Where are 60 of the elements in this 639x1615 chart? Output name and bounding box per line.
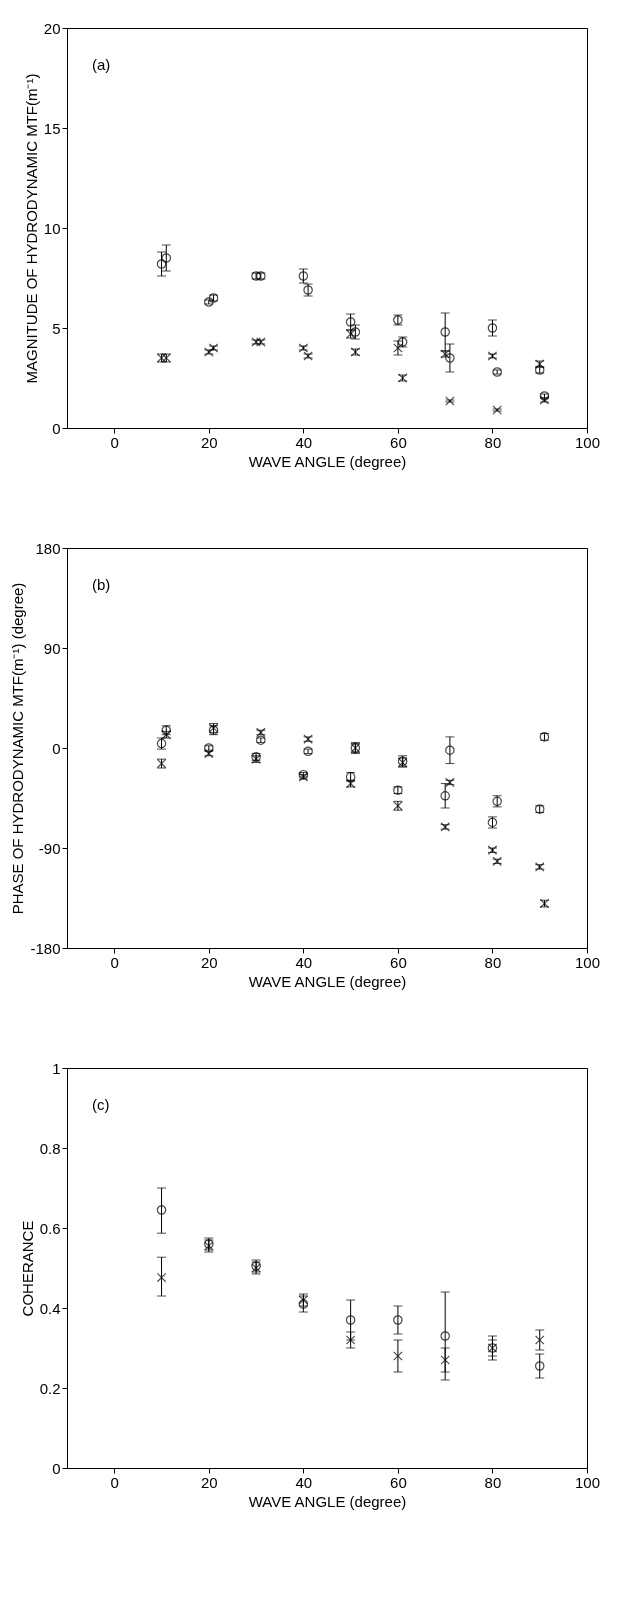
x-tick-label: 80	[484, 1473, 502, 1491]
y-axis-title: PHASE OF HYDRODYNAMIC MTF(m⁻¹) (degree)	[9, 582, 27, 915]
x-tick-label: 0	[110, 953, 119, 971]
x-tick-label: 40	[295, 1473, 313, 1491]
point	[445, 745, 455, 755]
point	[156, 1272, 167, 1283]
y-tick-label: 0.2	[39, 1379, 61, 1397]
x-tick-label: 0	[110, 433, 119, 451]
y-tick-label: 15	[43, 119, 61, 137]
annotation: (c)	[92, 1096, 110, 1113]
point	[161, 253, 172, 263]
x-tick-label: 100	[574, 1473, 601, 1491]
y-axis-title: COHERANCE	[18, 1220, 36, 1317]
x-axis-title: WAVE ANGLE (degree)	[248, 972, 407, 990]
y-tick-label: 1	[52, 1059, 61, 1077]
point	[345, 1335, 356, 1345]
x-tick-label: 100	[574, 953, 601, 971]
point	[440, 1331, 450, 1341]
point	[440, 1355, 450, 1365]
point	[298, 1299, 309, 1309]
point	[393, 1315, 403, 1325]
x-axis-title: WAVE ANGLE (degree)	[248, 1492, 407, 1510]
point	[393, 1351, 403, 1361]
annotation: (b)	[92, 576, 111, 593]
annotation: (a)	[92, 56, 111, 73]
x-tick-label: 20	[200, 433, 218, 451]
y-tick-label: 180	[35, 539, 61, 557]
y-tick-label: -90	[38, 839, 61, 857]
point	[156, 1205, 167, 1215]
y-axis-title: MAGNITUDE OF HYDRODYNAMIC MTF(m⁻¹)	[22, 73, 40, 384]
point	[345, 1315, 356, 1325]
x-tick-label: 60	[390, 953, 407, 971]
y-tick-label: 20	[43, 19, 61, 37]
y-tick-label: 0.4	[39, 1299, 61, 1317]
y-tick-label: 0.6	[39, 1219, 61, 1237]
x-tick-label: 80	[484, 953, 502, 971]
x-tick-label: 100	[574, 433, 601, 451]
point	[534, 1335, 545, 1345]
point	[487, 323, 498, 333]
x-tick-label: 60	[390, 433, 407, 451]
y-tick-label: 0	[52, 419, 61, 437]
x-tick-label: 60	[390, 1473, 407, 1491]
x-tick-label: 40	[295, 433, 313, 451]
y-tick-label: 5	[52, 319, 61, 337]
y-tick-label: 90	[43, 639, 61, 657]
y-tick-label: 0	[52, 739, 61, 757]
point	[440, 791, 450, 801]
x-tick-label: 80	[484, 433, 502, 451]
x-tick-label: 20	[200, 953, 218, 971]
x-tick-label: 40	[295, 953, 313, 971]
y-tick-label: 0.8	[39, 1139, 61, 1157]
y-tick-label: 0	[52, 1459, 61, 1477]
y-tick-label: 10	[43, 219, 61, 237]
x-tick-label: 0	[110, 1473, 119, 1491]
x-axis-title: WAVE ANGLE (degree)	[248, 452, 407, 470]
point	[534, 1361, 545, 1371]
x-tick-label: 20	[200, 1473, 218, 1491]
point	[156, 259, 167, 269]
y-tick-label: -180	[30, 939, 61, 957]
point	[440, 327, 450, 337]
